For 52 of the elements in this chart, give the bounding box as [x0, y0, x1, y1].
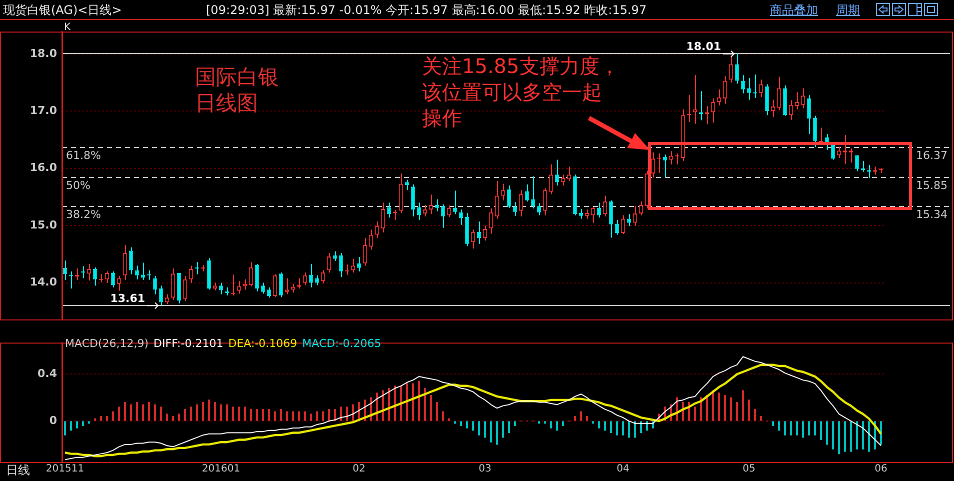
candlestick	[800, 88, 806, 109]
y-tick-label: 0.4	[38, 367, 58, 380]
x-tick-label: 201511	[46, 464, 84, 475]
candlestick	[434, 198, 440, 212]
candlestick	[512, 202, 518, 216]
y-tick-label: 14.0	[30, 276, 58, 289]
chart-subtitle: [09:29:03] 最新:15.97 -0.01% 今开:15.97 最高:16.00 最低:15.92 昨收:15.97	[206, 2, 647, 19]
candlestick	[746, 77, 752, 100]
x-tick-label: 06	[874, 464, 888, 475]
candlestick	[314, 274, 320, 286]
x-tick-label: 03	[478, 464, 492, 475]
text: 商品叠加	[770, 2, 818, 19]
x-tick-label: 201601	[202, 464, 240, 475]
candlestick	[578, 208, 584, 220]
annotation: 国际白银日线图	[195, 64, 280, 116]
ref-line-label: 16.37	[916, 149, 948, 162]
candlestick	[758, 79, 764, 98]
annotation: K	[64, 22, 71, 33]
candlestick	[284, 278, 290, 295]
candlestick	[692, 74, 698, 124]
candlestick	[662, 154, 668, 178]
candlestick	[134, 265, 140, 280]
annotation: 18.01	[686, 40, 721, 54]
x-tick-label: 02	[352, 464, 366, 475]
y-tick-label: 0	[49, 414, 58, 427]
annotation: 61.8%	[66, 149, 101, 162]
candlestick	[260, 282, 266, 294]
ref-line-label: 15.34	[916, 208, 948, 221]
annotation: 50%	[66, 178, 90, 192]
annotation: 关注15.85支撑力度，该位置可以多空一起操作	[422, 53, 620, 131]
annotation: 13.61	[110, 292, 145, 305]
candlestick	[236, 280, 242, 294]
text: 日线	[6, 462, 30, 479]
candlestick	[116, 275, 122, 292]
candlestick	[104, 270, 110, 284]
x-tick-label: 05	[742, 464, 756, 475]
y-tick-label: 15.0	[30, 218, 58, 232]
annotation: 38.2%	[66, 208, 101, 221]
candlestick	[404, 179, 410, 191]
y-tick-label: 17.0	[30, 104, 58, 117]
candlestick	[524, 184, 530, 202]
candlestick	[584, 209, 590, 220]
x-tick-label: 04	[616, 464, 630, 475]
ref-line-label: 15.85	[916, 178, 948, 192]
text: 周期	[836, 2, 860, 19]
candlestick	[266, 286, 272, 298]
candlestick	[536, 202, 542, 216]
candlestick	[500, 183, 506, 201]
candlestick	[332, 250, 338, 262]
y-tick-label: 18.0	[30, 46, 58, 60]
y-tick-label: 16.0	[30, 161, 58, 174]
chart-title: 现货白银(AG)<日线>	[3, 2, 122, 19]
